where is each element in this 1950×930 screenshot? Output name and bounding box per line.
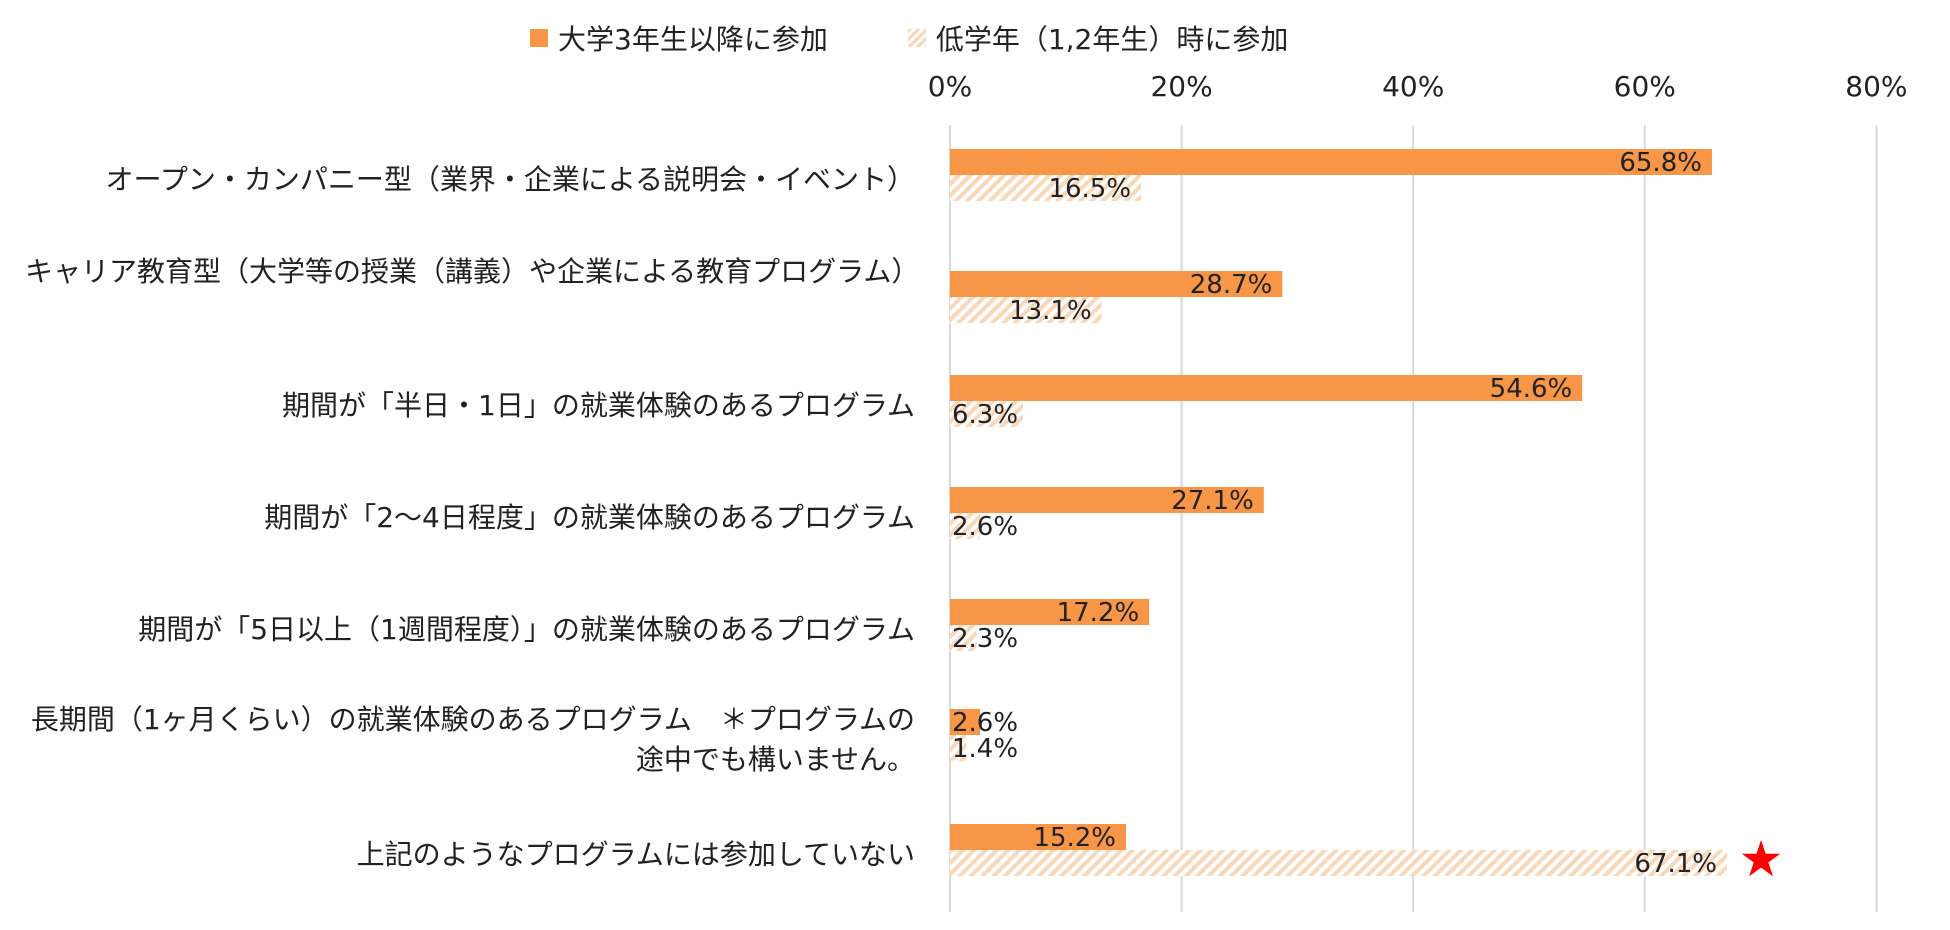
bar-series-2-cat-3 [950,513,981,539]
bar-series-2-cat-6 [950,850,1728,876]
category-label-3: 期間が「2〜4日程度」の就業体験のあるプログラム [264,501,915,534]
category-label-6: 上記のようなプログラムには参加していない [356,838,915,871]
category-label-1: キャリア教育型（大学等の授業（講義）や企業による教育プログラム） [25,255,920,288]
data-label-series-1-cat-6: 15.2% [1033,823,1116,853]
legend-label-series-2: 低学年（1,2年生）時に参加 [935,23,1289,56]
legend-swatch-series-1 [530,29,548,47]
category-label-4: 期間が「5日以上（1週間程度）」の就業体験のあるプログラム [138,613,915,646]
category-label-2: 期間が「半日・1日」の就業体験のあるプログラム [282,389,915,422]
bar-series-1-cat-4 [950,599,1150,625]
x-tick-label-1: 20% [1150,70,1212,103]
bar-series-1-cat-6 [950,824,1127,850]
legend-item-series-2: 低学年（1,2年生）時に参加 [907,18,1289,58]
star-icon: ★ [1739,830,1784,888]
data-label-series-2-cat-0: 16.5% [1048,174,1131,204]
data-label-series-2-cat-2: 6.3% [952,400,1018,430]
x-tick-label-3: 60% [1614,70,1676,103]
x-tick-label-4: 80% [1845,70,1907,103]
data-label-series-2-cat-4: 2.3% [952,624,1018,654]
data-label-series-2-cat-5: 1.4% [952,734,1018,764]
bar-series-1-cat-5 [950,709,981,735]
bar-series-1-cat-3 [950,487,1264,513]
data-label-series-1-cat-5: 2.6% [952,708,1018,738]
data-label-series-1-cat-4: 17.2% [1057,598,1140,628]
bar-series-2-cat-0 [950,175,1142,201]
bar-series-2-cat-1 [950,297,1102,323]
x-tick-label-0: 0% [928,70,972,103]
data-label-series-2-cat-3: 2.6% [952,512,1018,542]
bar-series-1-cat-2 [950,375,1583,401]
data-label-series-1-cat-0: 65.8% [1619,148,1702,178]
bar-series-2-cat-4 [950,625,977,651]
data-label-series-1-cat-2: 54.6% [1490,374,1573,404]
data-label-series-2-cat-6: 67.1% [1634,849,1717,879]
data-label-series-2-cat-1: 13.1% [1009,296,1092,326]
legend: 大学3年生以降に参加 低学年（1,2年生）時に参加 [530,18,1368,58]
data-label-series-1-cat-3: 27.1% [1171,486,1254,516]
x-tick-label-2: 40% [1382,70,1444,103]
data-label-series-1-cat-1: 28.7% [1190,270,1273,300]
legend-item-series-1: 大学3年生以降に参加 [530,18,828,58]
category-label-5: 長期間（1ヶ月くらい）の就業体験のあるプログラム ＊プログラムの途中でも構いませ… [30,703,915,776]
bar-series-1-cat-1 [950,271,1283,297]
bar-series-2-cat-2 [950,401,1023,427]
legend-swatch-series-2 [907,29,926,47]
category-label-0: オープン・カンパニー型（業界・企業による説明会・イベント） [105,163,915,196]
legend-label-series-1: 大学3年生以降に参加 [558,23,828,56]
bar-series-1-cat-0 [950,149,1712,175]
bar-series-2-cat-5 [950,735,967,761]
